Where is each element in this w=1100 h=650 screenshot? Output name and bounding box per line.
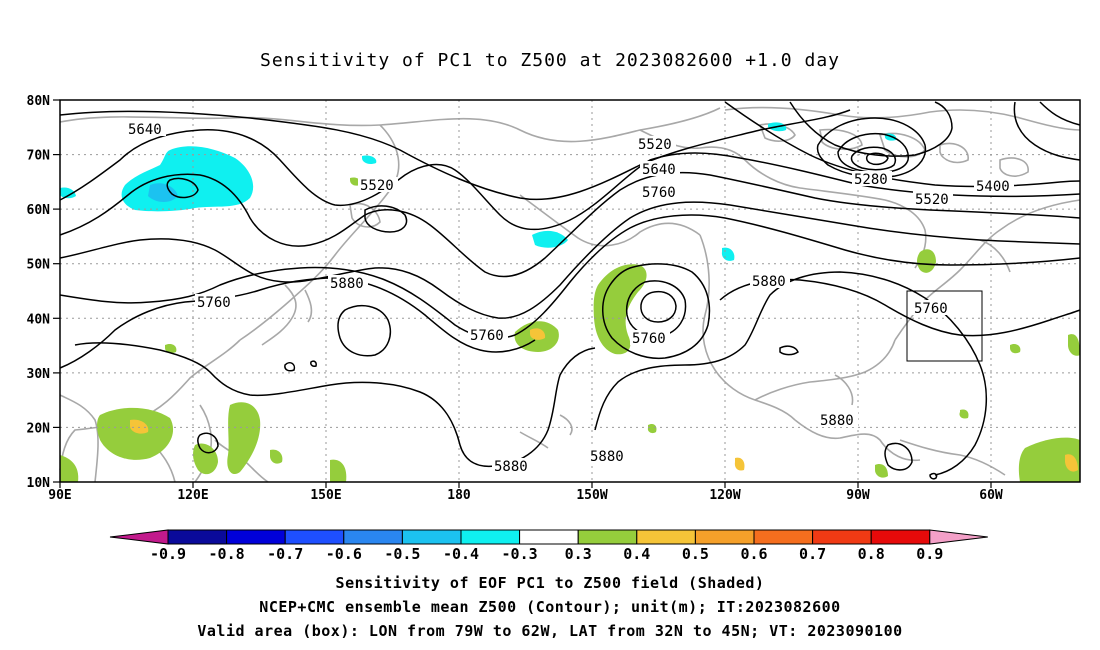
colorbar-label: 0.3 — [565, 545, 592, 563]
lat-label: 60N — [27, 203, 51, 218]
lat-label: 30N — [27, 367, 51, 382]
colorbar-label: 0.7 — [799, 545, 826, 563]
colorbar-label: -0.8 — [209, 545, 245, 563]
contour-label-5760-a: 5760 — [642, 185, 676, 201]
lat-label: 20N — [27, 421, 51, 436]
colorbar-label: -0.4 — [443, 545, 479, 563]
lon-label: 60W — [979, 488, 1003, 503]
lon-label: 90W — [846, 488, 870, 503]
contour-label-5400: 5400 — [976, 179, 1010, 195]
colorbar-box — [577, 529, 638, 545]
contour-label-5760-d: 5760 — [632, 331, 666, 347]
colorbar-box — [343, 529, 403, 545]
lon-label: 180 — [447, 488, 471, 503]
tick-marks — [53, 99, 992, 488]
colorbar-box — [753, 529, 814, 545]
contour-label-5760-c: 5760 — [470, 328, 504, 344]
colorbar-label: 0.9 — [916, 545, 943, 563]
contour-label-5880-b: 5880 — [752, 274, 786, 290]
colorbar-box — [812, 529, 872, 545]
lat-label: 40N — [27, 312, 51, 327]
colorbar-label: -0.9 — [150, 545, 186, 563]
colorbar-label: -0.6 — [326, 545, 362, 563]
contour-label-5520-b: 5520 — [638, 137, 672, 153]
colorbar-label: 0.4 — [623, 545, 650, 563]
contour-label-5640-a: 5640 — [128, 122, 162, 138]
longitude-labels: 90E 120E 150E 180 150W 120W 90W 60W — [48, 488, 1003, 503]
lat-label: 10N — [27, 476, 51, 491]
lon-label: 90E — [48, 488, 71, 503]
colorbar-box — [460, 529, 521, 545]
lon-label: 120W — [709, 488, 740, 503]
contour-label-5520-c: 5520 — [915, 192, 949, 208]
coastlines — [59, 106, 1081, 483]
z500-contours — [59, 101, 1081, 480]
valid-area-box — [906, 290, 983, 362]
latitude-labels: 80N 70N 60N 50N 40N 30N 20N 10N — [27, 94, 51, 491]
colorbar-label: 0.8 — [858, 545, 885, 563]
caption-line-2: NCEP+CMC ensemble mean Z500 (Contour); u… — [259, 598, 841, 616]
lat-label: 70N — [27, 149, 51, 164]
contour-labels: 5640 5520 5520 5640 5760 5760 5880 5760 … — [126, 121, 1014, 475]
colorbar-box — [284, 529, 345, 545]
contour-label-5280: 5280 — [854, 172, 888, 188]
colorbar-box — [694, 529, 755, 545]
colorbar-label: -0.7 — [267, 545, 303, 563]
colorbar-label: 0.6 — [740, 545, 767, 563]
contour-label-5760-b: 5760 — [197, 295, 231, 311]
colorbar-max-triangle — [929, 529, 988, 545]
colorbar-box — [167, 529, 228, 545]
contour-label-5880-d: 5880 — [590, 449, 624, 465]
colorbar-box — [636, 529, 696, 545]
colorbar-box — [870, 529, 931, 545]
caption-line-3: Valid area (box): LON from 79W to 62W, L… — [197, 622, 903, 640]
positive-sensitivity-areas — [60, 177, 1080, 482]
contour-label-5880-a: 5880 — [330, 276, 364, 292]
colorbar-label: 0.5 — [682, 545, 709, 563]
colorbar-box — [519, 529, 579, 545]
lon-label: 120E — [177, 488, 208, 503]
colorbar-box — [401, 529, 462, 545]
lat-label: 80N — [27, 94, 51, 109]
colorbar-min-triangle — [109, 529, 169, 545]
colorbar: -0.9 -0.8 -0.7 -0.6 -0.5 -0.4 -0.3 0.3 0.4 0.5 0.6… — [109, 529, 988, 563]
lat-label: 50N — [27, 258, 51, 273]
plot-frame — [59, 99, 1081, 483]
colorbar-label: -0.5 — [384, 545, 420, 563]
lon-label: 150E — [310, 488, 341, 503]
contour-label-5760-e: 5760 — [914, 301, 948, 317]
colorbar-box — [226, 529, 286, 545]
contour-label-5880-c: 5880 — [820, 413, 854, 429]
lon-label: 150W — [576, 488, 607, 503]
colorbar-label: -0.3 — [502, 545, 538, 563]
caption-line-1: Sensitivity of EOF PC1 to Z500 field (Sh… — [335, 574, 765, 592]
contour-label-5640-b: 5640 — [642, 162, 676, 178]
map-title: Sensitivity of PC1 to Z500 at 2023082600… — [259, 50, 840, 71]
graticule — [60, 100, 1080, 482]
contour-label-5880-e: 5880 — [494, 459, 528, 475]
contour-label-5520-a: 5520 — [360, 178, 394, 194]
